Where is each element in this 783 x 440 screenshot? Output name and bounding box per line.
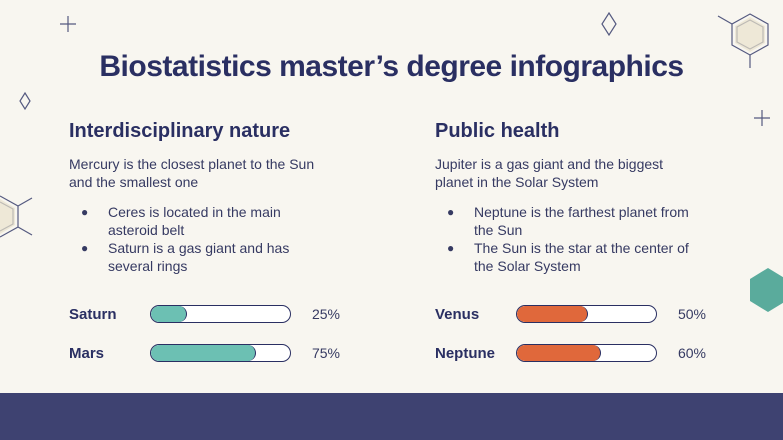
bar-percent: 25% — [311, 306, 340, 322]
bar-track — [516, 344, 657, 362]
bar-fill — [517, 306, 588, 322]
bar-fill — [151, 345, 256, 361]
bullet-dot: ● — [81, 241, 89, 255]
bar-percent: 50% — [677, 306, 706, 322]
bar-track — [150, 305, 291, 323]
bar-track — [516, 305, 657, 323]
column-heading: Public health — [435, 120, 560, 142]
bar-fill — [151, 306, 187, 322]
column-text: Jupiter is a gas giant and the biggest p… — [435, 156, 664, 190]
bar-name: Venus — [435, 306, 480, 323]
bullet-text: Saturn is a gas giant and has several ri… — [108, 240, 290, 274]
title: Biostatistics master’s degree infographi… — [99, 50, 684, 83]
column-heading: Interdisciplinary nature — [69, 120, 291, 142]
footer-band — [0, 393, 783, 440]
bar-fill — [517, 345, 602, 361]
column-text: Mercury is the closest planet to the Sun… — [69, 156, 315, 190]
bar-percent: 60% — [677, 345, 706, 361]
bullet-dot: ● — [81, 205, 89, 219]
bar-percent: 75% — [311, 345, 340, 361]
bullet-text: Neptune is the farthest planet from the … — [474, 204, 689, 238]
bar-name: Saturn — [69, 306, 117, 323]
bar-name: Neptune — [435, 345, 495, 362]
bar-track — [150, 344, 291, 362]
bullet-dot: ● — [447, 205, 455, 219]
bullet-text: Ceres is located in the main asteroid be… — [108, 204, 281, 238]
bullet-text: The Sun is the star at the center of the… — [474, 240, 689, 274]
bar-name: Mars — [69, 345, 105, 362]
bullet-dot: ● — [447, 241, 455, 255]
